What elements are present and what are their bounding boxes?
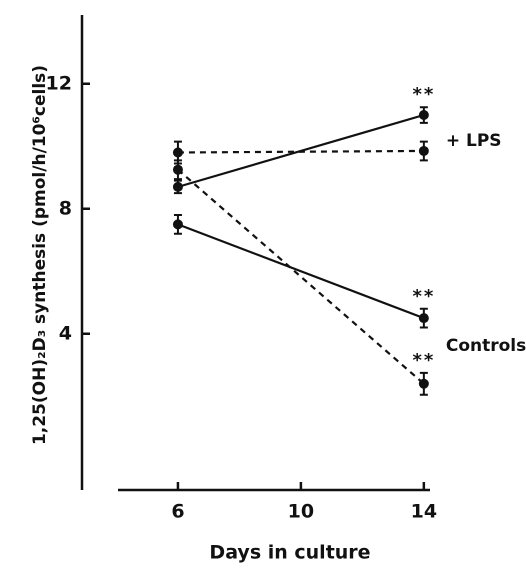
x-tick-label: 10	[288, 501, 314, 523]
y-tick-label: 4	[59, 322, 72, 344]
series-line	[177, 149, 424, 154]
significance-marker: **	[412, 350, 435, 371]
group-label: + LPS	[446, 131, 502, 151]
y-tick-label: 12	[46, 72, 72, 94]
data-point	[418, 145, 429, 156]
x-axis-label: Days in culture	[209, 542, 370, 564]
data-point	[418, 313, 429, 324]
series-line	[177, 168, 425, 385]
data-point	[418, 378, 429, 389]
y-tick-label: 8	[59, 197, 72, 219]
data-point	[172, 219, 183, 230]
data-point	[172, 164, 183, 175]
significance-marker: **	[412, 286, 435, 307]
series-line	[177, 223, 425, 320]
x-tick-label: 14	[411, 501, 437, 523]
y-axis-label: 1,25(OH)₂D₃ synthesis (pmol/h/10⁶cells)	[30, 65, 50, 445]
group-label: Controls	[446, 336, 526, 356]
data-point	[418, 110, 429, 120]
significance-marker: **	[412, 84, 435, 105]
x-tick-label: 6	[171, 501, 184, 523]
data-point	[172, 181, 183, 192]
data-point	[172, 147, 183, 158]
